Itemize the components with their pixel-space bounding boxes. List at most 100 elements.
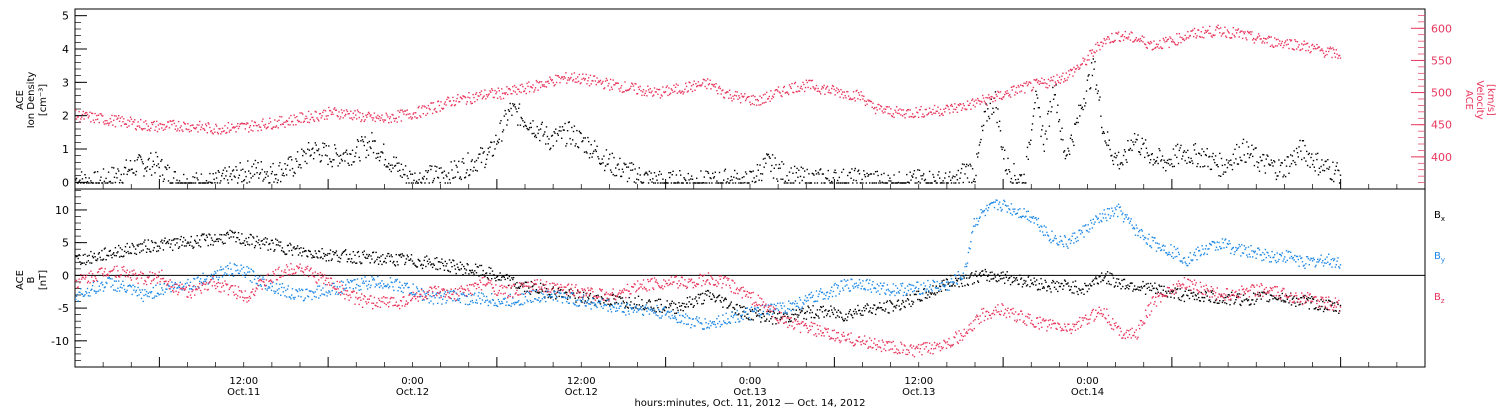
data-point — [506, 124, 508, 126]
data-point — [790, 167, 792, 169]
data-point — [843, 91, 846, 93]
data-point — [1316, 43, 1318, 46]
data-point — [995, 280, 997, 282]
data-point — [1128, 36, 1130, 38]
data-point — [1082, 288, 1084, 290]
data-point — [831, 84, 834, 87]
data-point — [641, 94, 643, 97]
data-point — [920, 105, 922, 108]
data-point — [388, 162, 390, 165]
data-point — [766, 318, 768, 320]
data-point — [977, 280, 979, 282]
data-point — [955, 108, 957, 111]
data-point — [1076, 290, 1078, 293]
data-point — [1018, 283, 1020, 285]
data-point — [469, 269, 471, 272]
data-point — [980, 100, 982, 102]
data-point — [247, 122, 249, 125]
data-point — [1059, 130, 1062, 132]
data-point — [631, 162, 633, 164]
data-point — [1129, 39, 1132, 41]
data-point — [1120, 288, 1122, 290]
data-point — [336, 154, 338, 156]
data-point — [130, 118, 133, 120]
data-point — [388, 168, 391, 171]
data-point — [1167, 162, 1170, 165]
data-point — [735, 304, 738, 306]
data-point — [814, 89, 816, 91]
data-point — [967, 284, 970, 286]
data-point — [647, 174, 649, 176]
data-point — [1214, 155, 1217, 157]
data-point — [420, 107, 423, 109]
data-point — [242, 180, 245, 182]
data-point — [411, 260, 414, 262]
data-point — [1207, 165, 1209, 168]
data-point — [209, 234, 211, 236]
data-point — [1291, 298, 1294, 300]
data-point — [584, 300, 586, 302]
data-point — [120, 255, 122, 257]
data-point — [1238, 146, 1240, 148]
data-point — [96, 114, 98, 117]
data-point — [300, 247, 302, 249]
data-point — [294, 296, 296, 299]
data-point — [653, 87, 656, 89]
data-point — [324, 253, 327, 256]
data-point — [633, 89, 635, 91]
data-point — [1058, 119, 1061, 121]
data-point — [300, 167, 302, 169]
data-point — [108, 181, 111, 183]
data-point — [1020, 278, 1022, 280]
data-point — [357, 284, 360, 287]
data-point — [123, 173, 125, 175]
data-point — [238, 272, 241, 275]
data-point — [903, 305, 905, 308]
data-point — [1178, 298, 1180, 301]
data-point — [201, 124, 203, 126]
data-point — [758, 179, 760, 181]
data-point — [1159, 39, 1161, 42]
data-point — [164, 291, 166, 293]
data-point — [466, 101, 468, 103]
data-point — [1275, 38, 1278, 41]
data-point — [1009, 283, 1012, 286]
data-point — [400, 163, 403, 165]
data-point — [988, 117, 991, 120]
data-point — [615, 295, 617, 297]
data-point — [750, 171, 753, 173]
data-point — [339, 261, 341, 263]
data-point — [609, 303, 612, 305]
data-point — [237, 177, 240, 179]
data-point — [77, 116, 79, 118]
data-point — [322, 257, 324, 260]
data-point — [452, 259, 454, 261]
data-point — [81, 178, 84, 180]
data-point — [993, 111, 995, 114]
data-point — [1328, 166, 1331, 168]
data-point — [266, 289, 268, 291]
data-point — [332, 113, 334, 115]
data-point — [653, 307, 655, 309]
data-point — [1205, 154, 1207, 157]
data-point — [912, 301, 915, 303]
data-point — [1070, 134, 1072, 136]
data-point — [498, 138, 500, 140]
data-point — [828, 179, 830, 182]
data-point — [1115, 157, 1117, 159]
data-point — [1295, 305, 1297, 307]
data-point — [212, 133, 214, 135]
data-point — [265, 127, 268, 130]
data-point — [1232, 27, 1234, 29]
data-point — [378, 256, 381, 259]
data-point — [381, 263, 383, 266]
data-point — [248, 131, 250, 133]
data-point — [1255, 300, 1257, 302]
data-point — [951, 285, 954, 287]
data-point — [1077, 121, 1079, 124]
data-point — [563, 129, 565, 131]
data-point — [1206, 148, 1208, 150]
data-point — [199, 182, 202, 184]
data-point — [272, 281, 274, 283]
data-point — [560, 77, 562, 80]
